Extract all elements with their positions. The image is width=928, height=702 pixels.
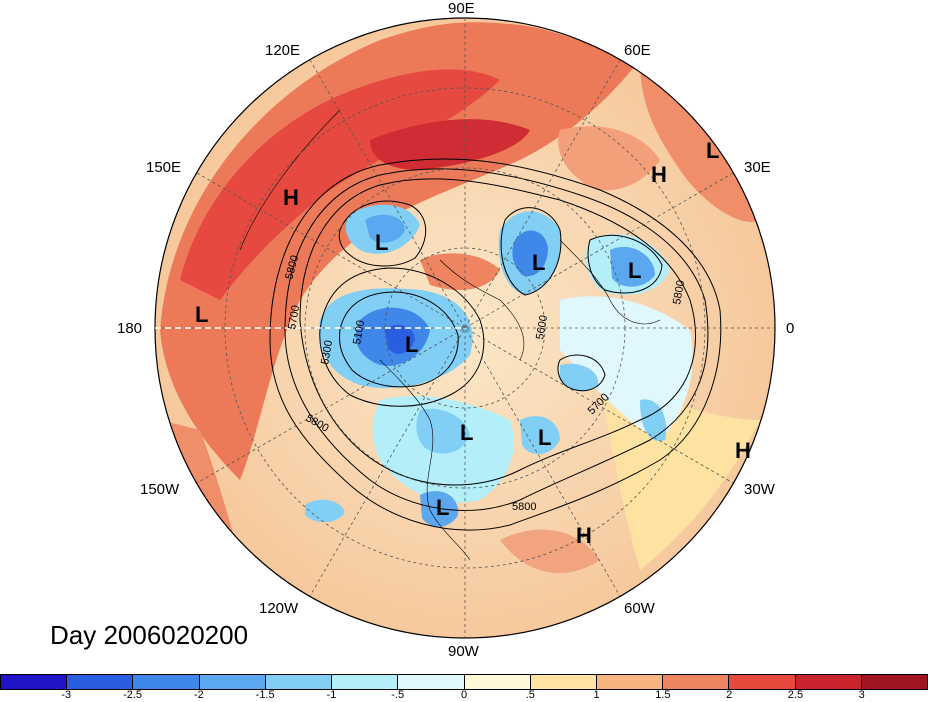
colorbar-cell	[199, 675, 266, 689]
high-marker: H	[576, 523, 592, 548]
longitude-label: 180	[117, 320, 143, 337]
low-marker: L	[375, 230, 388, 255]
contour-label: 5800	[671, 279, 687, 305]
low-marker: L	[195, 302, 208, 327]
longitude-label: 120W	[259, 600, 299, 617]
colorbar-cell	[530, 675, 597, 689]
colorbar-cell	[265, 675, 333, 689]
contour-label: 5600	[534, 314, 550, 340]
low-marker: L	[436, 495, 449, 520]
colorbar-cell	[67, 675, 134, 689]
colorbar-cell	[861, 675, 928, 689]
colorbar-tick-label: 0	[460, 689, 468, 701]
colorbar-tick-label: .5	[525, 689, 535, 701]
low-marker: L	[706, 138, 719, 163]
high-marker: H	[735, 438, 751, 463]
longitude-label: 150W	[140, 481, 180, 498]
day-label: Day 2006020200	[50, 620, 249, 650]
high-marker: H	[283, 185, 299, 210]
colorbar-tick-label: 3	[858, 689, 865, 701]
colorbar-tick-label: -2.5	[123, 689, 143, 701]
colorbar-cell	[596, 675, 664, 689]
low-marker: L	[405, 332, 418, 357]
longitude-label: 60W	[624, 600, 655, 617]
longitude-label: 30W	[744, 481, 775, 498]
low-marker: L	[460, 420, 473, 445]
colorbar-tick-label: -2	[193, 689, 204, 701]
contour-label: 5700	[286, 304, 302, 330]
longitude-label: 60E	[624, 42, 651, 59]
longitude-label: 150E	[146, 159, 182, 176]
colorbar-tick-label: 1	[593, 689, 600, 701]
colorbar-tick-label: -3	[61, 689, 72, 701]
contour-label: 5800	[512, 501, 536, 513]
colorbar-tick-label: 1.5	[655, 689, 671, 701]
colorbar-tick-label: -.5	[391, 689, 405, 701]
colorbar-cell	[133, 675, 200, 689]
colorbar-cell	[1, 675, 68, 689]
high-marker: H	[651, 162, 667, 187]
colorbar	[0, 674, 928, 690]
colorbar-cell	[663, 675, 730, 689]
longitude-label: 90W	[448, 643, 479, 660]
contour-label: 5100	[351, 319, 367, 345]
colorbar-cell	[795, 675, 862, 689]
contour-label: 5300	[319, 339, 335, 365]
low-marker: L	[628, 258, 641, 283]
colorbar-cell	[398, 675, 465, 689]
low-marker: L	[532, 250, 545, 275]
colorbar-tick-label: 2	[726, 689, 733, 701]
longitude-label: 90E	[448, 0, 475, 17]
colorbar-tick-label: -1	[326, 689, 337, 701]
colorbar-tick-label: -1.5	[255, 689, 275, 701]
longitude-label: 0	[786, 320, 795, 337]
colorbar-cell	[729, 675, 796, 689]
colorbar-tick-label: 2.5	[787, 689, 804, 701]
colorbar-cell	[332, 675, 399, 689]
colorbar-cell	[464, 675, 531, 689]
longitude-label: 30E	[744, 159, 771, 176]
longitude-label: 120E	[265, 42, 301, 59]
low-marker: L	[538, 425, 551, 450]
